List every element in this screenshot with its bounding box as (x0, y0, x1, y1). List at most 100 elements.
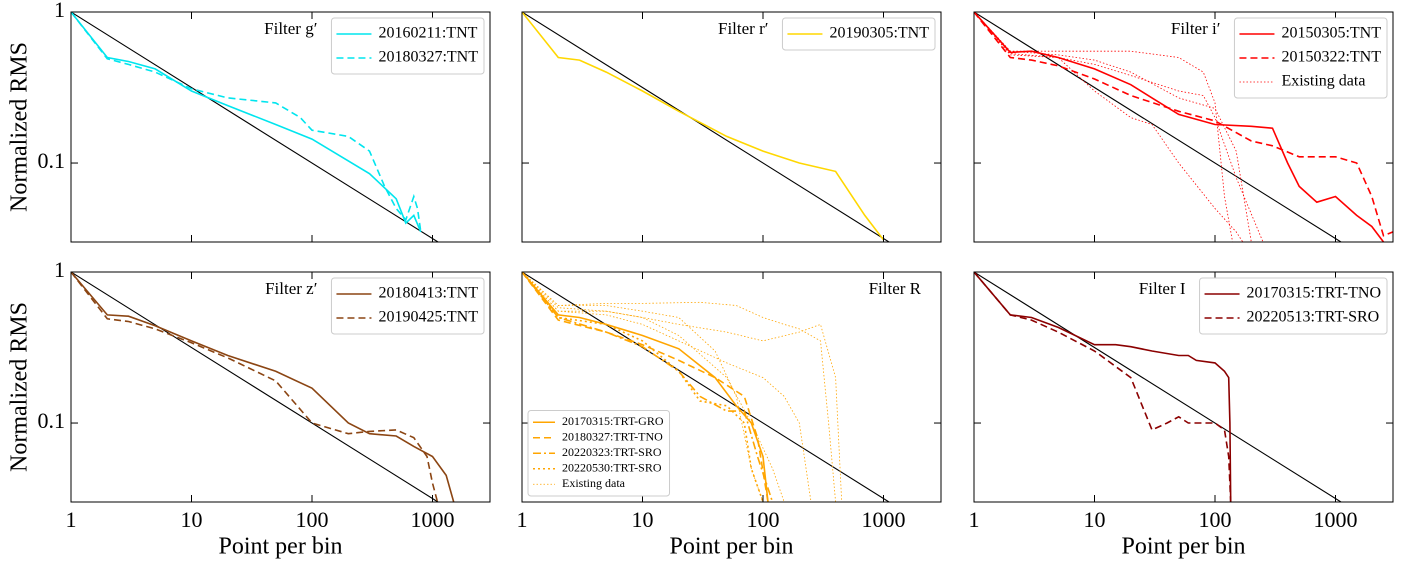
panel: 20190305:TNT Filter r′ (521, 11, 942, 243)
existing-data-line (522, 272, 764, 502)
reference-line (522, 12, 890, 242)
legend-label: 20160211:TNT (378, 25, 477, 42)
legend-label: 20170315:TRT-GRO (562, 414, 664, 428)
legend-label: 20150305:TNT (1281, 25, 1381, 42)
legend-label: 20220323:TRT-SRO (562, 445, 662, 459)
legend-label: 20190425:TNT (378, 309, 478, 326)
series-line (522, 272, 769, 502)
axes-frame (521, 271, 942, 503)
x-tick-label: 1000 (411, 507, 455, 532)
existing-data-line (522, 272, 785, 502)
plot-area (974, 12, 1393, 242)
y-tick-label: 0.1 (38, 148, 66, 173)
legend-box (781, 17, 936, 51)
y-axis-label: Normalized RMS (7, 42, 33, 212)
series-line (522, 272, 764, 502)
legend-box (330, 17, 485, 75)
legend-box (1233, 17, 1388, 99)
series-line (71, 12, 422, 233)
y-tick-label: 1 (54, 257, 65, 282)
series-line (71, 272, 439, 502)
legend: 20170315:TRT-GRO 20180327:TRT-TNO20220323… (527, 410, 671, 497)
x-tick-label: 1 (66, 507, 77, 532)
annotation: Filter z′ (265, 279, 317, 298)
series-line (71, 272, 455, 502)
annotation: Filter I (1139, 279, 1186, 298)
axes-frame (973, 11, 1394, 243)
series-line (522, 272, 774, 502)
series-line (522, 12, 885, 241)
y-axis-label: Normalized RMS (7, 302, 33, 472)
x-tick-label: 10 (181, 507, 203, 532)
legend-label: 20220513:TRT-SRO (1247, 309, 1380, 326)
plot-area (522, 272, 890, 502)
series-line (71, 12, 422, 233)
existing-data-line (974, 12, 1264, 242)
existing-data-line (522, 272, 812, 502)
x-tick-label: 1 (969, 507, 980, 532)
legend-label: 20180413:TNT (378, 285, 478, 302)
axes-frame (70, 11, 491, 243)
legend: 20190305:TNT (781, 17, 936, 51)
reference-line (974, 272, 1342, 502)
x-tick-label: 10 (632, 507, 654, 532)
legend-label: Existing data (1281, 73, 1365, 90)
panel: 1 10 100 1000 0.1 1 Point per bin Normalized RM… (7, 257, 491, 560)
reference-line (522, 272, 890, 502)
reference-line (71, 12, 439, 242)
series-line (974, 12, 1393, 237)
legend-label: 20180327:TRT-TNO (562, 430, 663, 444)
x-tick-label: 100 (747, 507, 780, 532)
legend: 20160211:TNT 20180327:TNT (330, 17, 485, 75)
legend-box (330, 277, 485, 335)
annotation: Filter r′ (718, 19, 768, 38)
x-tick-label: 10 (1084, 507, 1106, 532)
plot-area (71, 272, 455, 502)
x-tick-label: 1000 (1314, 507, 1358, 532)
x-tick-label: 1000 (862, 507, 906, 532)
y-tick-label: 0.1 (38, 408, 66, 433)
legend-box (1199, 277, 1388, 335)
series-line (974, 272, 1232, 502)
plot-area (974, 272, 1342, 502)
annotation: Filter i′ (1171, 19, 1221, 38)
x-tick-label: 100 (296, 507, 329, 532)
legend-label: Existing data (562, 476, 626, 490)
panel: 0.1 1 Normalized RMS 20160211:TNT 20180327:T… (7, 0, 491, 243)
series-line (522, 272, 769, 502)
existing-data-line (974, 12, 1244, 242)
axes-frame (521, 11, 942, 243)
legend-label: 20180327:TNT (378, 49, 478, 66)
plot-area (71, 12, 439, 242)
legend: 20150305:TNT 20150322:TNT Existing data (1233, 17, 1388, 99)
plot-area (522, 12, 890, 242)
legend-label: 20220530:TRT-SRO (562, 461, 662, 475)
legend: 20170315:TRT-TNO 20220513:TRT-SRO (1199, 277, 1388, 335)
x-axis-label: Point per bin (1122, 534, 1246, 560)
axes-frame (973, 271, 1394, 503)
legend-label: 20150322:TNT (1281, 49, 1381, 66)
y-tick-label: 1 (54, 0, 65, 22)
existing-data-line (974, 12, 1252, 242)
existing-data-line (522, 272, 843, 502)
x-axis-label: Point per bin (219, 534, 343, 560)
panel: 20150305:TNT 20150322:TNT Existing data Fil… (973, 11, 1394, 243)
series-line (974, 12, 1385, 242)
existing-data-line (522, 272, 836, 502)
existing-data-line (974, 12, 1233, 242)
axes-frame (70, 271, 491, 503)
reference-line (974, 12, 1342, 242)
annotation: Filter g′ (264, 19, 317, 38)
reference-line (71, 272, 439, 502)
legend: 20180413:TNT 20190425:TNT (330, 277, 485, 335)
legend-label: 20190305:TNT (829, 25, 929, 42)
annotation: Filter R (869, 279, 922, 298)
x-tick-label: 100 (1199, 507, 1232, 532)
legend-box (527, 410, 671, 497)
x-axis-label: Point per bin (670, 534, 794, 560)
legend-label: 20170315:TRT-TNO (1247, 285, 1381, 302)
x-tick-label: 1 (517, 507, 528, 532)
series-line (974, 272, 1232, 502)
